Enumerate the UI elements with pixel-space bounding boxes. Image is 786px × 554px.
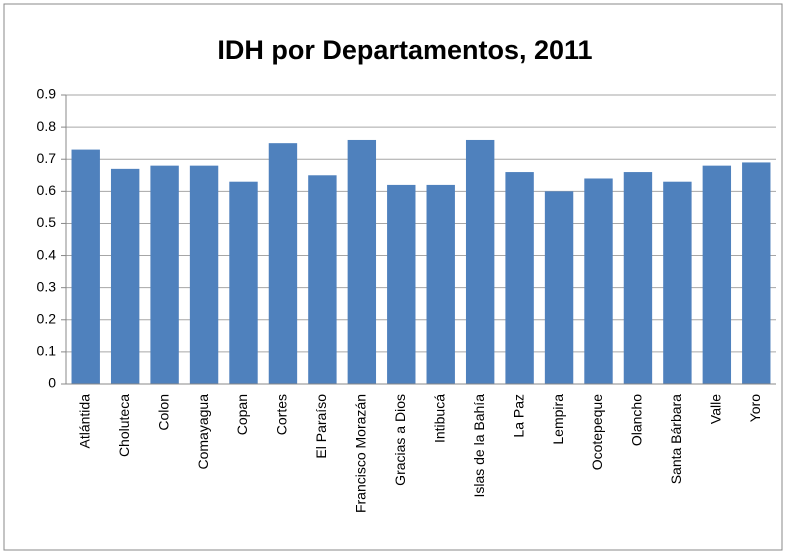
x-tick-label: Comayagua bbox=[195, 394, 211, 470]
x-tick-label: Cortes bbox=[274, 394, 290, 435]
x-tick-label: Santa Bárbara bbox=[668, 394, 684, 484]
bar bbox=[71, 149, 100, 384]
bar bbox=[663, 181, 692, 384]
y-tick-label: 0 bbox=[48, 375, 56, 391]
x-tick-label: El Paraíso bbox=[313, 394, 329, 459]
y-tick-label: 0.9 bbox=[37, 86, 57, 102]
x-tick-label: Islas de la Bahía bbox=[471, 394, 487, 498]
x-tick-label: Intibucá bbox=[431, 394, 447, 443]
bar bbox=[387, 184, 416, 384]
bar bbox=[702, 165, 732, 384]
bar bbox=[347, 139, 377, 384]
y-tick-label: 0.6 bbox=[37, 182, 57, 198]
x-tick-label: Ocotepeque bbox=[589, 394, 605, 470]
x-tick-label: Colon bbox=[155, 394, 171, 431]
x-tick-label: Copan bbox=[234, 394, 250, 435]
y-tick-label: 0.1 bbox=[37, 343, 57, 359]
bar bbox=[308, 175, 337, 384]
x-tick-label: Gracias a Dios bbox=[392, 394, 408, 486]
bar bbox=[150, 165, 179, 384]
x-tick-label: Atlántida bbox=[76, 394, 92, 449]
bar bbox=[584, 178, 613, 384]
x-tick-label: La Paz bbox=[510, 394, 526, 438]
x-tick-label: Valle bbox=[708, 394, 724, 424]
x-tick-label: Yoro bbox=[747, 394, 763, 423]
bar bbox=[229, 181, 258, 384]
x-tick-label: Olancho bbox=[629, 394, 645, 446]
y-tick-label: 0.8 bbox=[37, 118, 57, 134]
y-tick-label: 0.5 bbox=[37, 214, 57, 230]
bar bbox=[189, 165, 219, 384]
bar bbox=[426, 184, 455, 384]
x-tick-label: Choluteca bbox=[116, 394, 132, 457]
bar bbox=[465, 139, 495, 384]
y-tick-label: 0.4 bbox=[37, 246, 57, 262]
bar bbox=[268, 143, 298, 384]
bar bbox=[505, 172, 534, 384]
x-tick-label: Lempira bbox=[550, 394, 566, 445]
bar bbox=[544, 191, 574, 384]
x-tick-label: Francisco Morazán bbox=[353, 394, 369, 513]
chart-title: IDH por Departamentos, 2011 bbox=[217, 35, 592, 65]
bar bbox=[110, 168, 140, 384]
y-tick-label: 0.7 bbox=[37, 150, 57, 166]
y-tick-label: 0.2 bbox=[37, 310, 57, 326]
bar bbox=[623, 172, 653, 384]
bar bbox=[742, 162, 771, 384]
y-tick-label: 0.3 bbox=[37, 278, 57, 294]
